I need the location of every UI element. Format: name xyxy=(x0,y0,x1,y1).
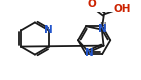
Text: H: H xyxy=(99,22,105,31)
Text: OH: OH xyxy=(114,4,131,14)
Text: N: N xyxy=(85,48,94,58)
Text: N: N xyxy=(98,24,107,34)
Text: N: N xyxy=(44,25,52,35)
Text: O: O xyxy=(88,0,96,9)
